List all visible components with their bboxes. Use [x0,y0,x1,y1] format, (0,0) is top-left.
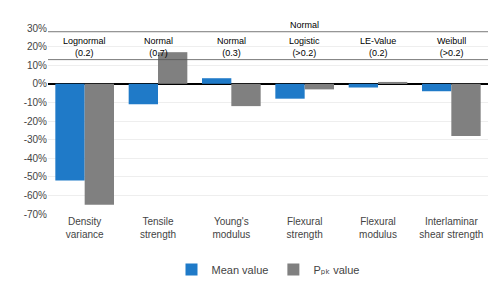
svg-text:30%: 30% [27,23,47,34]
svg-text:Flexuralstrength: Flexuralstrength [287,216,323,240]
svg-text:Densityvariance: Densityvariance [66,216,104,240]
svg-text:LE-Value(0.2): LE-Value(0.2) [360,36,396,58]
svg-text:0%: 0% [33,78,48,89]
svg-text:Mean value: Mean value [212,264,269,276]
svg-text:-40%: -40% [24,153,47,164]
svg-text:10%: 10% [27,60,47,71]
svg-text:Pₚₖ value: Pₚₖ value [313,264,359,276]
svg-text:-70%: -70% [24,209,47,220]
svg-text:-30%: -30% [24,134,47,145]
svg-text:Normal: Normal [290,20,319,30]
svg-text:Logistic(>0.2): Logistic(>0.2) [289,36,320,58]
svg-text:-60%: -60% [24,190,47,201]
svg-text:Normal(0.7): Normal(0.7) [144,36,173,58]
svg-text:Flexuralmodulus: Flexuralmodulus [359,216,397,240]
svg-text:Tensilestrength: Tensilestrength [140,216,176,240]
svg-text:Interlaminarshear strength: Interlaminarshear strength [419,216,483,240]
svg-text:-10%: -10% [24,97,47,108]
svg-text:Normal(0.3): Normal(0.3) [217,36,246,58]
svg-text:Weibull(>0.2): Weibull(>0.2) [437,36,466,58]
svg-text:Young'smodulus: Young'smodulus [212,216,250,240]
svg-text:Lognormal(0.2): Lognormal(0.2) [63,36,106,58]
svg-text:20%: 20% [27,41,47,52]
svg-text:-50%: -50% [24,171,47,182]
svg-text:-20%: -20% [24,116,47,127]
